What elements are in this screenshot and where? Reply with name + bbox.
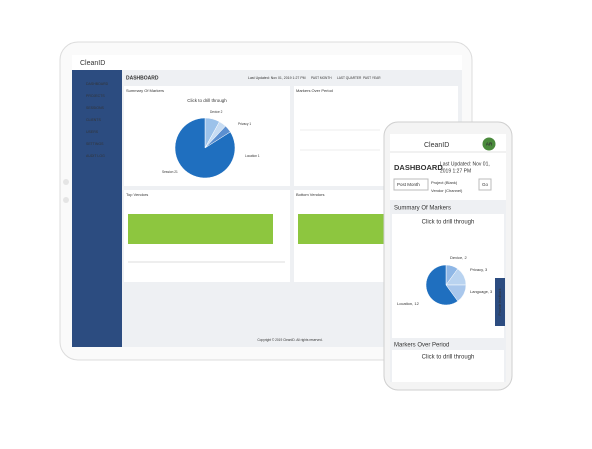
- last-updated: 2019 1:27 PM: [440, 168, 471, 174]
- nav-item: CLIENTS: [86, 118, 101, 122]
- go-button[interactable]: [478, 178, 492, 191]
- pie-label: Location, 12: [397, 301, 420, 306]
- pie-label: Language, 3: [470, 289, 493, 294]
- period-select[interactable]: [393, 178, 429, 191]
- page-title: DASHBOARD: [126, 75, 159, 81]
- period-text: Post Month: [397, 182, 420, 187]
- nav-item: PROJECTS: [86, 94, 105, 98]
- feedback-tab[interactable]: [495, 278, 505, 326]
- button: [63, 197, 69, 203]
- pie-slice: [425, 264, 459, 306]
- pie-label: Location 1: [245, 154, 260, 158]
- panel-title: Bottom Vendors: [296, 192, 324, 197]
- nav-item: SETTINGS: [86, 142, 104, 146]
- go-text: Go: [482, 182, 489, 187]
- avatar-text: AR: [486, 142, 493, 147]
- vendor-bar: [128, 214, 273, 244]
- drill-text: Click to drill through: [422, 355, 475, 361]
- feedback-text: Provide feedback: [498, 288, 502, 315]
- last-updated: Last Updated: Nov 01, 2019 1:27 PM: [248, 76, 306, 80]
- panel: [392, 350, 504, 382]
- filter: Vendor (Channel): [431, 188, 463, 193]
- pie-label: Device 2: [210, 110, 223, 114]
- panel-title: Markers Over Period: [296, 88, 333, 93]
- drill-text: Click to drill through: [422, 220, 475, 226]
- pie-label: Device, 2: [450, 255, 467, 260]
- nav-item: SESSIONS: [86, 106, 105, 110]
- pie-label: Privacy 1: [238, 122, 251, 126]
- last-updated: Last Updated: Nov 01,: [440, 161, 490, 167]
- tablet-header: [72, 55, 462, 70]
- page-title: DASHBOARD: [394, 163, 443, 172]
- sidebar: [72, 70, 122, 347]
- tab: PAST MONTH: [311, 76, 332, 80]
- panel-title: Top Vendors: [126, 192, 148, 197]
- pie-slice: [174, 117, 236, 179]
- pie-label: Session 21: [162, 170, 178, 174]
- drill-text: Click to drill through: [187, 98, 227, 103]
- logo: CleanID: [424, 142, 449, 149]
- pie-label: Privacy, 3: [470, 267, 488, 272]
- nav-item: DASHBOARD: [86, 82, 109, 86]
- avatar: [482, 137, 496, 151]
- panel-title: Summary Of Markers: [126, 88, 164, 93]
- filter: Project (Blank): [431, 180, 458, 185]
- section-title: Markers Over Period: [394, 343, 449, 349]
- nav-item: USERS: [86, 130, 99, 134]
- tab: PAST YEAR: [363, 76, 381, 80]
- camera: [63, 179, 69, 185]
- logo: CleanID: [80, 60, 105, 67]
- nav-item: AUDIT LOG: [86, 154, 105, 158]
- tab: LAST QUARTER: [337, 76, 362, 80]
- footer: Copyright © 2019 CleanID. All rights res…: [257, 338, 322, 342]
- section-title: Summary Of Markers: [394, 206, 451, 212]
